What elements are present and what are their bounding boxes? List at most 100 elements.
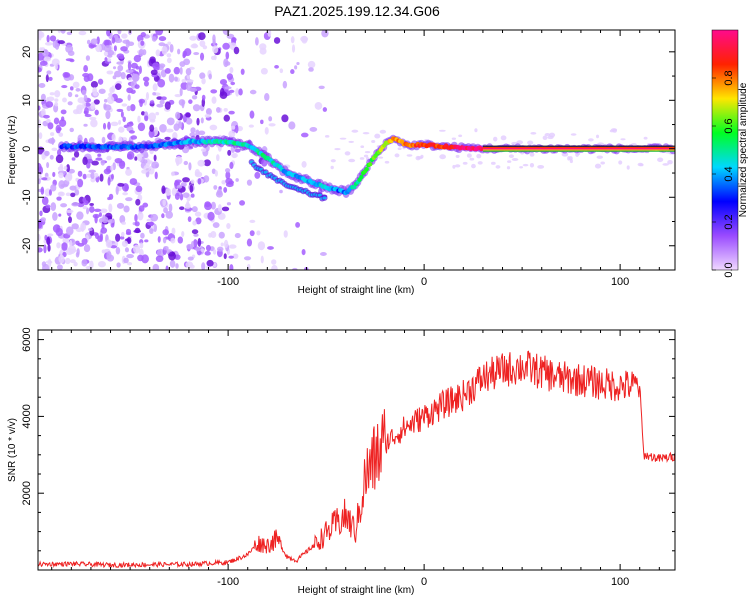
noise-speckle (229, 66, 234, 74)
noise-speckle (71, 223, 79, 230)
noise-speckle (129, 121, 133, 125)
noise-speckle (177, 236, 184, 244)
noise-speckle (186, 74, 190, 80)
noise-speckle (119, 214, 126, 224)
noise-speckle (140, 111, 145, 116)
noise-speckle (203, 175, 210, 183)
noise-speckle (41, 108, 46, 117)
noise-speckle (495, 165, 501, 169)
noise-speckle (58, 180, 66, 189)
noise-speckle (192, 104, 201, 112)
noise-speckle (158, 42, 166, 47)
noise-speckle (97, 153, 102, 157)
noise-speckle (138, 65, 142, 75)
noise-speckle (643, 136, 648, 140)
noise-speckle (243, 256, 252, 261)
colorbar-tick-label: 0.6 (723, 118, 735, 133)
noise-speckle (55, 227, 63, 237)
noise-speckle (183, 160, 189, 166)
noise-speckle (149, 100, 155, 104)
noise-speckle (140, 232, 145, 239)
noise-speckle (152, 62, 160, 70)
noise-speckle (169, 259, 176, 268)
noise-speckle (105, 239, 113, 249)
noise-speckle (185, 261, 194, 268)
x-tick-label: 100 (611, 276, 629, 288)
noise-speckle (112, 75, 117, 80)
noise-speckle (45, 260, 53, 264)
noise-speckle (56, 149, 62, 156)
noise-speckle (452, 164, 456, 169)
noise-speckle (134, 84, 140, 89)
noise-speckle (91, 160, 99, 166)
noise-speckle (537, 164, 545, 169)
noise-speckle (38, 67, 42, 73)
noise-speckle (233, 46, 240, 55)
noise-speckle (324, 134, 330, 138)
noise-speckle (119, 236, 125, 240)
noise-speckle (115, 185, 119, 195)
noise-speckle (163, 246, 169, 251)
snr-panel: -100 0 100 2000 4000 6000 Height of straight … (7, 327, 676, 596)
noise-speckle (54, 64, 58, 70)
noise-speckle (83, 200, 89, 206)
noise-speckle (271, 264, 278, 270)
noise-speckle (106, 58, 112, 62)
noise-speckle (47, 96, 55, 102)
noise-speckle (490, 161, 496, 165)
noise-speckle (215, 107, 221, 113)
noise-speckle (148, 129, 155, 138)
noise-speckle (107, 176, 111, 186)
noise-speckle (77, 134, 83, 143)
noise-speckle (126, 236, 132, 244)
noise-speckle (90, 38, 98, 45)
noise-speckle (133, 244, 141, 254)
noise-speckle (249, 110, 255, 119)
noise-speckle (127, 151, 135, 160)
noise-speckle (137, 122, 146, 132)
noise-speckle (65, 226, 74, 236)
noise-speckle (547, 135, 554, 140)
noise-speckle (439, 154, 446, 160)
noise-speckle (108, 92, 113, 97)
noise-speckle (133, 229, 142, 234)
snr-line (38, 350, 675, 569)
noise-speckle (218, 231, 225, 239)
noise-speckle (610, 128, 618, 132)
noise-speckle (164, 136, 171, 141)
noise-speckle (154, 171, 158, 180)
noise-speckle (216, 246, 224, 252)
noise-speckle (67, 101, 73, 106)
noise-speckle (322, 107, 328, 112)
noise-speckle (384, 160, 390, 164)
noise-speckle (176, 184, 183, 189)
noise-speckle (89, 202, 94, 207)
noise-speckle (111, 36, 116, 44)
noise-speckle (97, 78, 104, 85)
noise-speckle (118, 119, 122, 125)
noise-speckle (108, 203, 113, 213)
noise-speckle (124, 184, 129, 192)
noise-speckle (38, 83, 46, 89)
noise-speckle (511, 158, 519, 161)
noise-speckle (126, 254, 134, 259)
noise-speckle (173, 123, 180, 131)
noise-speckle (142, 76, 150, 82)
noise-speckle (60, 116, 65, 122)
noise-speckle (362, 131, 370, 135)
noise-speckle (57, 40, 65, 45)
colorbar-gradient (711, 29, 739, 271)
noise-speckle (54, 90, 61, 98)
noise-speckle (516, 140, 524, 145)
noise-speckle (175, 111, 181, 120)
noise-speckle (61, 85, 68, 89)
noise-speckle (85, 55, 91, 61)
noise-speckle (618, 160, 623, 165)
noise-speckle (204, 202, 212, 211)
noise-speckle (224, 86, 232, 90)
noise-speckle (39, 210, 43, 217)
noise-speckle (205, 244, 211, 252)
noise-speckle (454, 164, 461, 168)
noise-speckle (100, 227, 108, 234)
noise-speckle (359, 157, 365, 160)
